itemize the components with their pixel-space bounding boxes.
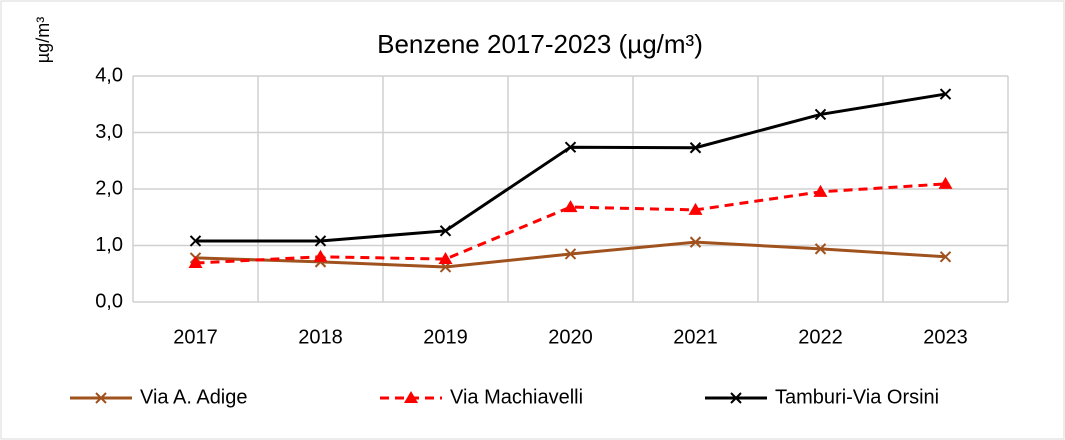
legend-label: Via Machiavelli	[450, 386, 583, 408]
marker	[439, 225, 452, 237]
marker	[564, 141, 577, 153]
marker	[689, 236, 702, 248]
marker	[314, 235, 327, 247]
marker	[689, 142, 702, 154]
marker	[438, 252, 453, 265]
marker	[189, 235, 202, 247]
x-tick-label: 2021	[673, 326, 718, 348]
marker	[688, 202, 703, 215]
series	[188, 176, 953, 269]
y-tick-label: 0,0	[95, 290, 123, 312]
marker	[564, 248, 577, 260]
legend-label: Tamburi-Via Orsini	[775, 386, 939, 408]
y-tick-label: 4,0	[95, 64, 123, 86]
x-tick-label: 2022	[798, 326, 843, 348]
x-tick-label: 2018	[298, 326, 343, 348]
marker	[730, 392, 742, 404]
marker	[814, 243, 827, 255]
y-tick-label: 3,0	[95, 121, 123, 143]
y-tick-label: 2,0	[95, 177, 123, 199]
marker	[188, 256, 203, 269]
series	[189, 236, 952, 273]
marker	[95, 392, 107, 404]
marker	[563, 200, 578, 213]
legend-label: Via A. Adige	[140, 386, 248, 408]
x-tick-label: 2017	[173, 326, 218, 348]
marker	[938, 176, 953, 189]
marker	[813, 184, 828, 197]
series	[189, 88, 952, 247]
marker	[404, 391, 418, 403]
marker	[939, 88, 952, 100]
marker	[313, 249, 328, 262]
marker	[814, 108, 827, 121]
y-tick-label: 1,0	[95, 234, 123, 256]
chart-title: Benzene 2017-2023 (µg/m³)	[377, 29, 703, 59]
x-tick-label: 2019	[423, 326, 468, 348]
x-tick-label: 2020	[548, 326, 593, 348]
y-axis-label: µg/m³	[33, 17, 53, 63]
marker	[939, 251, 952, 263]
x-tick-label: 2023	[923, 326, 968, 348]
